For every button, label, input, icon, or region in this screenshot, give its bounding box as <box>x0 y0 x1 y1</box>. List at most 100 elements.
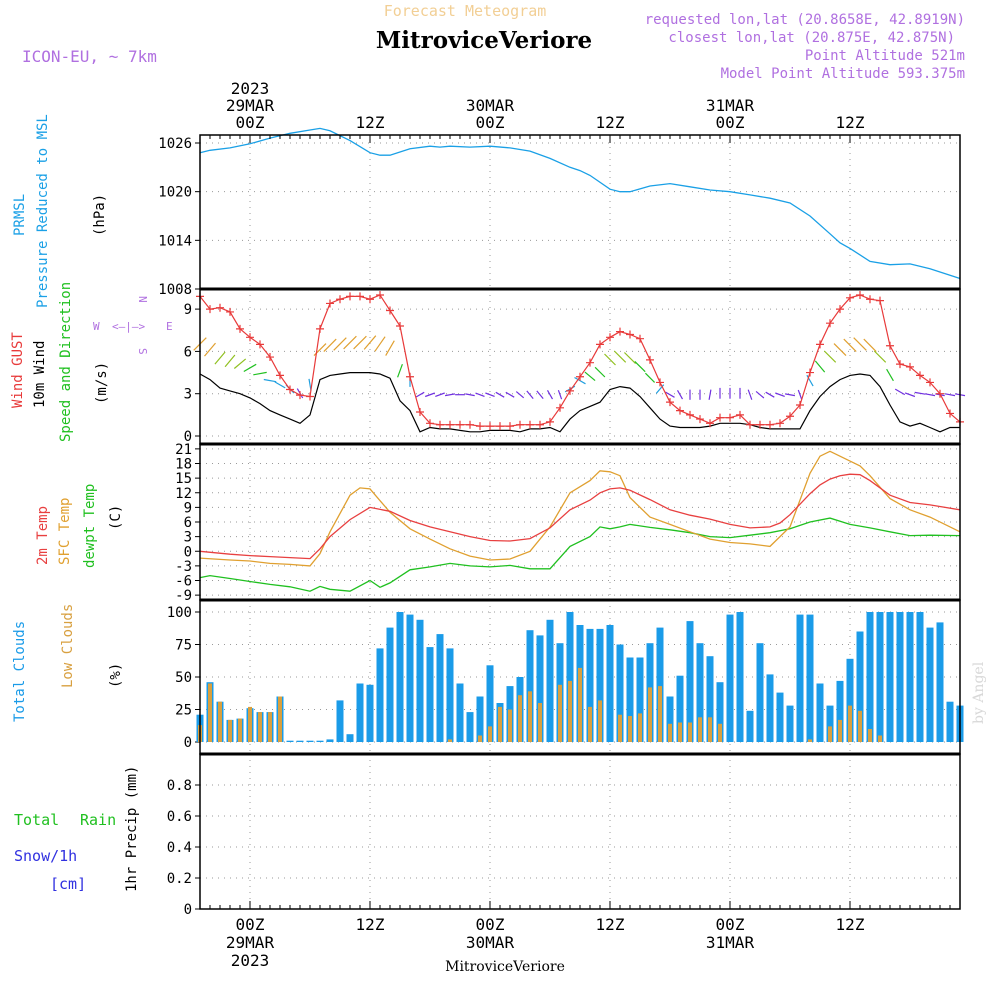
gust-marker <box>656 378 664 387</box>
wind-arrow <box>204 342 216 357</box>
gust-marker <box>676 406 684 415</box>
low-cloud-bar <box>848 705 852 742</box>
total-cloud-bar <box>766 674 774 742</box>
wind-label-10m: 10m Wind <box>32 341 48 408</box>
total-cloud-bar <box>376 648 384 742</box>
total-cloud-bar <box>286 740 294 742</box>
y-tick-label: 0 <box>184 544 192 560</box>
total-cloud-bar <box>716 682 724 742</box>
bottom-time-label: 12Z <box>356 915 385 934</box>
gust-marker <box>926 378 934 387</box>
y-tick-label: 1014 <box>158 233 192 249</box>
y-tick-label: 9 <box>184 302 192 318</box>
wind-arrow <box>397 363 403 378</box>
bottom-time-label: 29MAR <box>226 933 275 952</box>
gust-marker <box>236 324 244 333</box>
gust-marker <box>826 319 834 328</box>
low-cloud-bar <box>808 739 812 742</box>
gust-marker <box>906 362 914 371</box>
top-time-label: 00Z <box>716 113 745 132</box>
gust-marker <box>556 403 564 412</box>
total-cloud-bar <box>426 647 434 742</box>
gust-marker <box>746 420 754 429</box>
wind-arrow <box>594 366 606 378</box>
total-cloud-bar <box>896 612 904 742</box>
y-tick-label: 1026 <box>158 136 192 152</box>
top-time-label: 30MAR <box>466 96 515 115</box>
low-cloud-bar <box>828 726 832 742</box>
pressure-labels: PRMSL Pressure Reduced to MSL (hPa) <box>12 114 108 308</box>
total-cloud-bar <box>446 648 454 742</box>
total-cloud-bar <box>296 740 304 742</box>
gust-marker <box>726 413 734 422</box>
gust-marker <box>936 389 944 398</box>
gust-marker <box>486 422 494 431</box>
low-cloud-bar <box>248 706 252 742</box>
y-tick-label: 6 <box>184 344 192 360</box>
total-cloud-bar <box>946 701 954 742</box>
wind-arrow <box>904 392 916 398</box>
y-tick-label: 0.2 <box>167 871 192 887</box>
watermark: by Angel <box>971 661 987 724</box>
y-tick-label: 75 <box>175 638 192 654</box>
gust-marker <box>816 340 824 349</box>
top-time-label: 2023 <box>231 79 270 98</box>
wind-10m-line <box>199 372 960 433</box>
cloud-labels: Total Clouds Low Clouds (%) <box>12 604 124 722</box>
gust-marker <box>886 341 894 350</box>
top-time-label: 00Z <box>476 113 505 132</box>
wind-arrow <box>823 350 837 363</box>
wind-arrow <box>843 338 857 353</box>
precip-label-cm: [cm] <box>50 875 86 893</box>
total-cloud-bar <box>596 628 604 742</box>
low-cloud-bar <box>508 709 512 742</box>
y-tick-label: 3 <box>184 387 192 403</box>
wind-arrow <box>274 381 286 389</box>
total-cloud-bar <box>926 627 934 742</box>
low-cloud-bar <box>648 687 652 742</box>
top-time-label: 29MAR <box>226 96 275 115</box>
wind-arrow <box>526 390 534 399</box>
wind-arrow <box>755 390 765 399</box>
total-cloud-bar <box>696 643 704 742</box>
total-cloud-bar <box>566 612 574 742</box>
wind-arrow <box>676 390 684 400</box>
gust-marker <box>916 371 924 380</box>
y-tick-label: 0.4 <box>167 840 192 856</box>
temperature-labels: 2m Temp SFC Temp dewpt Temp (C) <box>35 484 124 568</box>
wind-arrow <box>708 389 712 400</box>
total-cloud-bar <box>906 612 914 742</box>
gust-marker <box>776 419 784 428</box>
total-cloud-bar <box>796 614 804 742</box>
gust-marker <box>786 412 794 421</box>
gust-marker <box>286 385 294 394</box>
wind-arrow <box>775 392 785 397</box>
pressure-label-prmsl: PRMSL <box>12 194 28 236</box>
gust-marker <box>686 410 694 419</box>
gust-marker <box>466 420 474 429</box>
gust-marker <box>736 410 744 419</box>
bottom-time-label: 2023 <box>231 951 270 970</box>
wind-arrow <box>424 392 436 398</box>
wind-arrow <box>465 393 475 397</box>
pressure-line <box>199 127 961 280</box>
gust-marker <box>536 420 544 429</box>
wind-label-speed: Speed and Direction <box>58 282 74 442</box>
wind-arrow <box>623 352 637 365</box>
wind-arrow <box>475 392 485 397</box>
wind-arrow <box>924 393 936 397</box>
cloud-label-unit: (%) <box>108 663 124 688</box>
total-cloud-bar <box>406 614 414 742</box>
low-cloud-bar <box>618 714 622 742</box>
footer-location: MitroviceVeriore <box>445 959 565 975</box>
gust-marker <box>616 327 624 336</box>
precip-labels: Total Rain Snow/1h [cm] 1hr Precip (mm) <box>14 766 140 893</box>
low-cloud-bar <box>208 683 212 742</box>
y-tick-label: 25 <box>175 703 192 719</box>
gust-marker <box>256 340 264 349</box>
y-tick-label: 0 <box>184 429 192 445</box>
gust-marker <box>756 420 764 429</box>
gust-marker <box>716 413 724 422</box>
wind-arrow <box>634 360 646 373</box>
